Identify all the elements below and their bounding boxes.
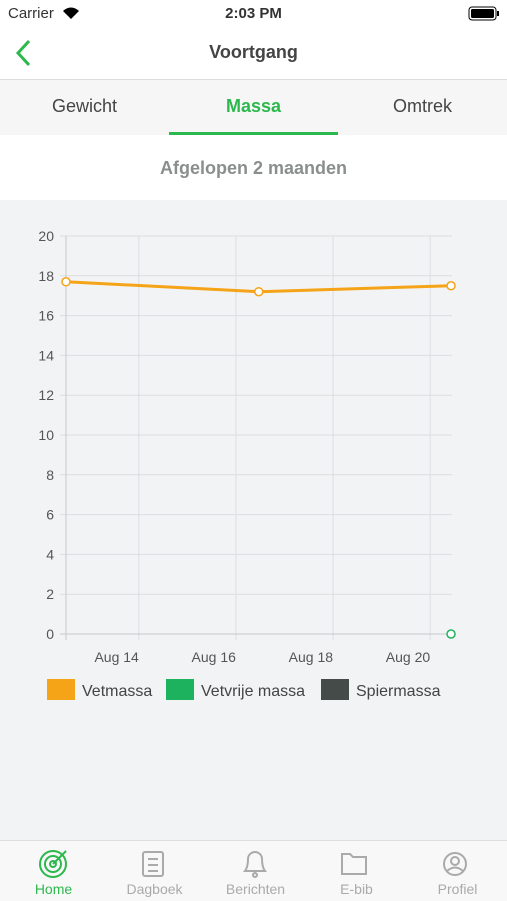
legend-swatch	[166, 679, 194, 700]
data-point	[446, 281, 456, 291]
carrier: Carrier	[8, 5, 54, 22]
chart: 0 2 4 6 8 10 12 14 16 18 20 Aug 14 Aug 16 Aug 18 Aug 2…	[0, 200, 507, 840]
y-tick-label: 6	[46, 507, 54, 523]
wifi-icon	[63, 7, 79, 19]
data-point	[446, 629, 456, 639]
tab-bar-item[interactable]: Home	[34, 881, 73, 897]
tab-icons	[39, 850, 467, 878]
y-tick-label: 18	[38, 268, 54, 284]
segment-tab[interactable]: Massa	[169, 80, 338, 135]
legend-swatch	[321, 679, 349, 700]
y-tick-label: 10	[38, 427, 54, 443]
data-point	[61, 277, 71, 287]
tab-bar: Home Dagboek Berichten E-bib Profiel	[0, 840, 507, 901]
period-label: Afgelopen 2 maanden	[0, 135, 507, 200]
chart-background	[0, 200, 507, 840]
y-tick-label: 20	[38, 228, 54, 244]
legend-label: Vetvrije massa	[201, 683, 305, 700]
y-tick-label: 16	[38, 308, 54, 324]
legend-label: Spiermassa	[356, 683, 441, 700]
tab-bar-item[interactable]: Profiel	[437, 881, 478, 897]
legend-swatch	[47, 679, 75, 700]
x-tick-label: Aug 18	[289, 649, 334, 665]
y-tick-label: 14	[38, 347, 54, 363]
x-tick-label: Aug 20	[386, 649, 431, 665]
segment-tabs: Gewicht Massa Omtrek	[0, 80, 507, 135]
data-point	[254, 286, 264, 297]
tab-bar-item[interactable]: Dagboek	[126, 881, 183, 897]
status-bar: Carrier 2:03 PM	[0, 0, 507, 28]
y-tick-label: 2	[46, 586, 54, 602]
segment-tab[interactable]: Gewicht	[51, 96, 118, 116]
tab-bar-item[interactable]: E-bib	[340, 881, 373, 897]
time: 2:03 PM	[225, 5, 282, 22]
segment-tab[interactable]: Omtrek	[392, 96, 452, 116]
battery-icon	[468, 6, 499, 21]
tab-bar-item[interactable]: Berichten	[225, 881, 286, 897]
y-tick-label: 8	[46, 467, 54, 483]
nav-title: Voortgang	[209, 42, 298, 62]
legend-label: Vetmassa	[82, 683, 152, 700]
x-tick-label: Aug 14	[94, 649, 139, 665]
y-tick-label: 0	[46, 626, 54, 642]
x-tick-label: Aug 16	[192, 649, 237, 665]
nav-bar: Voortgang	[0, 28, 507, 80]
y-tick-label: 4	[46, 546, 54, 562]
y-tick-label: 12	[38, 387, 54, 403]
back-button[interactable]	[12, 38, 36, 68]
